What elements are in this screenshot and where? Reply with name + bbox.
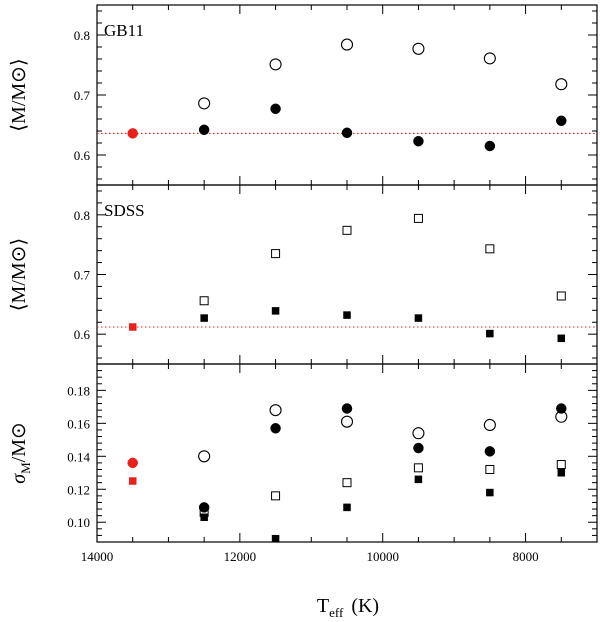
- panel-sdss: 0.6 0.7 0.8 ⟨M/M⊙⟩ SDSS: [8, 184, 598, 365]
- data-point: [486, 329, 494, 338]
- data-point: [342, 478, 352, 488]
- y-tick-label: 0.7: [74, 268, 91, 283]
- data-point: [483, 52, 496, 65]
- data-point: [341, 127, 353, 139]
- series-filled-square: [200, 307, 566, 343]
- y-tick-label: 0.18: [67, 383, 90, 398]
- data-point: [556, 403, 567, 414]
- data-point: [343, 311, 351, 319]
- data-point: [556, 291, 566, 301]
- series-open-square: [199, 460, 566, 517]
- x-tick-label: 14000: [81, 549, 114, 564]
- data-point: [270, 423, 281, 434]
- data-point: [270, 103, 281, 115]
- x-axis-title: Teff (K): [317, 595, 379, 620]
- y-tick-label: 0.10: [67, 515, 90, 530]
- x-tick-label: 8000: [513, 549, 539, 564]
- series-open-circle: [198, 38, 568, 110]
- series-red-circle: [127, 457, 138, 469]
- data-point: [271, 249, 281, 259]
- data-point: [340, 38, 354, 51]
- series-red-circle: [127, 128, 138, 139]
- data-point: [342, 225, 352, 235]
- panel-sigma: 0.10 0.12 0.14 0.16 0.18 σM/M⊙: [8, 363, 598, 543]
- y-tick-label: 0.7: [74, 88, 91, 103]
- panel-gb11: 0.6 0.7 0.8 ⟨M/M⊙⟩ GB11: [8, 4, 598, 186]
- data-point: [200, 513, 208, 522]
- data-point: [484, 446, 496, 457]
- panel-frame: [96, 4, 598, 186]
- data-point: [127, 457, 138, 469]
- data-point: [413, 442, 424, 454]
- data-point: [198, 124, 210, 136]
- data-point: [128, 323, 137, 331]
- data-point: [556, 460, 566, 470]
- y-tick-label: 0.8: [74, 28, 90, 43]
- data-point: [486, 488, 494, 497]
- data-point: [485, 244, 495, 254]
- x-axis: 14000 12000 10000 8000: [81, 549, 539, 564]
- x-tick-label: 12000: [224, 549, 257, 564]
- panel-label: SDSS: [104, 201, 145, 220]
- data-point: [269, 404, 282, 417]
- y-tick-label: 0.16: [67, 416, 90, 431]
- x-tick-label: 10000: [366, 549, 399, 564]
- data-point: [341, 403, 353, 414]
- data-point: [413, 463, 423, 473]
- data-point: [485, 464, 495, 474]
- panel-label: GB11: [104, 21, 144, 40]
- data-point: [414, 475, 423, 484]
- y-axis-title: σM/M⊙: [8, 422, 33, 484]
- data-point: [557, 334, 566, 343]
- data-point: [198, 502, 210, 513]
- y-tick-label: 0.6: [74, 148, 91, 163]
- panel-frame: [96, 184, 598, 365]
- series-red-square: [128, 323, 137, 331]
- data-point: [198, 97, 211, 110]
- series-filled-circle: [198, 403, 567, 513]
- y-tick-label: 0.12: [67, 482, 90, 497]
- y-axis-title: ⟨M/M⊙⟩: [8, 238, 30, 312]
- data-point: [413, 135, 424, 147]
- data-point: [555, 78, 568, 91]
- series-open-circle: [198, 404, 568, 463]
- data-point: [556, 115, 567, 127]
- data-point: [199, 296, 209, 306]
- data-point: [271, 307, 280, 315]
- data-point: [412, 427, 425, 440]
- data-point: [271, 534, 280, 543]
- y-tick-label: 0.8: [74, 208, 90, 223]
- series-filled-circle: [198, 103, 567, 152]
- data-point: [557, 469, 566, 477]
- data-point: [198, 450, 211, 463]
- data-point: [340, 415, 354, 428]
- data-point: [413, 213, 423, 223]
- data-point: [200, 314, 208, 322]
- data-point: [412, 42, 425, 55]
- data-point: [127, 128, 138, 139]
- data-point: [484, 140, 496, 152]
- data-point: [271, 491, 281, 501]
- y-tick-label: 0.14: [67, 449, 90, 464]
- y-tick-label: 0.6: [74, 327, 91, 342]
- series-filled-square: [200, 469, 566, 543]
- data-point: [269, 58, 282, 71]
- panels: 0.60.70.8⟨M/M⊙⟩GB110.60.70.8⟨M/M⊙⟩SDSS0.…: [8, 4, 598, 543]
- series-red-square: [128, 477, 137, 485]
- data-point: [128, 477, 137, 485]
- series-open-square: [199, 213, 566, 306]
- panel-frame: [96, 363, 598, 543]
- data-point: [343, 503, 351, 512]
- data-point: [414, 314, 423, 322]
- y-axis-title: ⟨M/M⊙⟩: [8, 58, 30, 132]
- data-point: [483, 418, 496, 432]
